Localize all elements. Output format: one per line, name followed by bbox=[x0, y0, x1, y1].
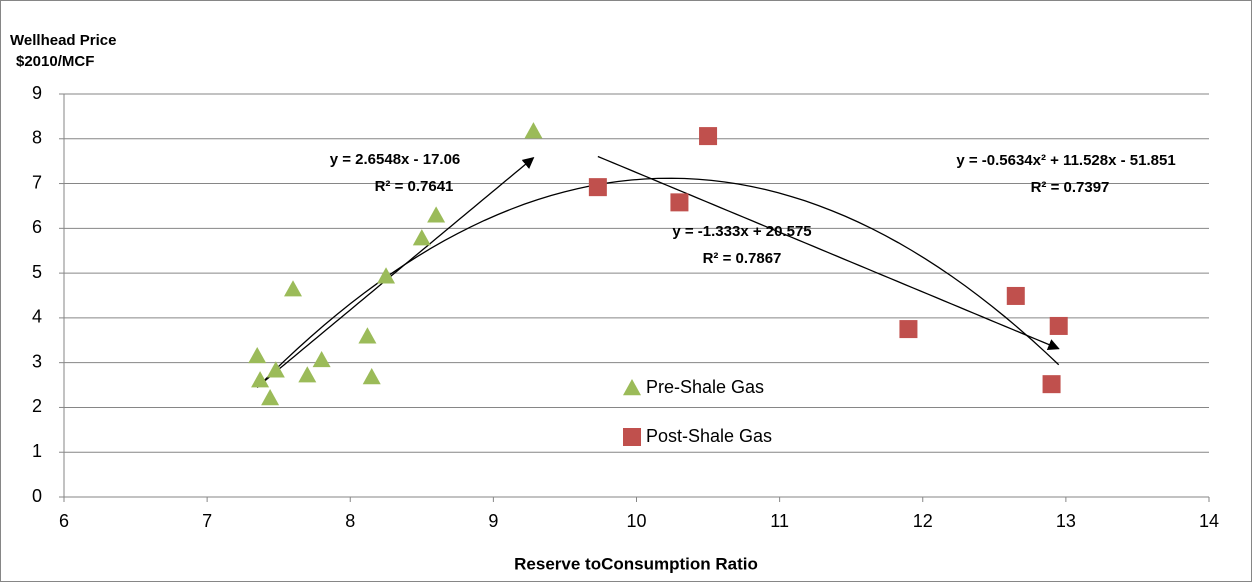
y-tick-label: 2 bbox=[32, 396, 42, 416]
x-tick-label: 10 bbox=[626, 511, 646, 531]
data-point bbox=[1049, 316, 1068, 335]
data-point bbox=[261, 389, 280, 406]
x-tick-label: 9 bbox=[488, 511, 498, 531]
data-point bbox=[377, 267, 396, 284]
x-tick-label: 12 bbox=[913, 511, 933, 531]
y-tick-label: 1 bbox=[32, 441, 42, 461]
data-point bbox=[312, 350, 331, 368]
y-axis-title: Wellhead Price bbox=[10, 32, 116, 49]
y-axis-unit: $2010/MCF bbox=[16, 53, 94, 70]
data-point bbox=[1042, 375, 1061, 394]
trendline-r-squared: R² = 0.7641 bbox=[375, 178, 454, 195]
x-tick-label: 8 bbox=[345, 511, 355, 531]
trendline bbox=[597, 155, 1060, 351]
x-tick-label: 6 bbox=[59, 511, 69, 531]
data-point bbox=[248, 346, 267, 364]
x-tick-label: 7 bbox=[202, 511, 212, 531]
data-point bbox=[362, 367, 381, 385]
data-point bbox=[1006, 286, 1025, 305]
data-point bbox=[266, 361, 285, 378]
data-point bbox=[899, 320, 918, 339]
trendline-equation: y = -0.5634x² + 11.528x - 51.851 bbox=[956, 152, 1175, 169]
y-tick-label: 6 bbox=[32, 217, 42, 237]
trendline-r-squared: R² = 0.7867 bbox=[703, 250, 782, 267]
data-point bbox=[412, 229, 431, 246]
data-point bbox=[298, 366, 317, 383]
y-tick-label: 0 bbox=[32, 486, 42, 506]
x-axis-title: Reserve toConsumption Ratio bbox=[514, 554, 758, 573]
data-point bbox=[427, 206, 446, 223]
legend-marker bbox=[623, 379, 641, 396]
y-tick-label: 5 bbox=[32, 262, 42, 282]
trendline bbox=[256, 177, 1060, 389]
trendline-equation: y = 2.6548x - 17.06 bbox=[330, 151, 461, 168]
data-point bbox=[588, 178, 607, 197]
y-tick-label: 7 bbox=[32, 172, 42, 192]
data-point bbox=[524, 122, 543, 139]
y-tick-label: 9 bbox=[32, 83, 42, 103]
legend-label: Post-Shale Gas bbox=[646, 426, 772, 446]
y-tick-label: 8 bbox=[32, 128, 42, 148]
data-point bbox=[284, 280, 302, 297]
x-tick-label: 13 bbox=[1056, 511, 1076, 531]
trendline-equation: y = -1.333x + 20.575 bbox=[672, 223, 811, 240]
x-tick-label: 14 bbox=[1199, 511, 1219, 531]
trendline-r-squared: R² = 0.7397 bbox=[1031, 179, 1110, 196]
y-tick-label: 3 bbox=[32, 351, 42, 371]
x-tick-label: 11 bbox=[770, 511, 789, 531]
data-point bbox=[699, 127, 718, 146]
trendline bbox=[256, 156, 535, 388]
legend-marker bbox=[623, 428, 641, 446]
y-tick-label: 4 bbox=[32, 307, 42, 327]
data-point bbox=[358, 327, 377, 344]
data-point bbox=[670, 193, 689, 212]
legend-label: Pre-Shale Gas bbox=[646, 377, 764, 397]
data-point bbox=[251, 371, 270, 388]
